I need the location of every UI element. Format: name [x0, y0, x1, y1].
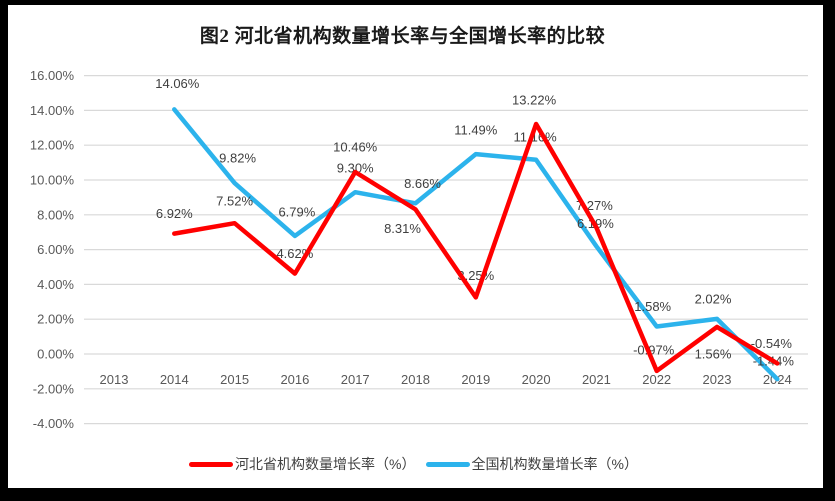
y-tick-label: -4.00% [33, 416, 75, 431]
x-tick-label: 2019 [461, 372, 490, 387]
gridlines [84, 74, 808, 425]
line-chart: 16.00% 14.00% 12.00% 10.00% 8.00% 6.00% 4.00% 2… [30, 68, 808, 431]
y-tick-label: -2.00% [33, 381, 75, 396]
data-label: 9.82% [219, 151, 256, 166]
y-tick-label: 10.00% [30, 173, 75, 188]
x-tick-label: 2022 [642, 372, 671, 387]
x-tick-label: 2018 [401, 372, 430, 387]
data-label: 14.06% [155, 76, 200, 91]
x-tick-label: 2017 [341, 372, 370, 387]
legend-item-national: 全国机构数量增长率（%） [425, 454, 638, 474]
data-label: -0.54% [751, 336, 793, 351]
x-axis-labels: 2013 2014 2015 2016 2017 2018 2019 2020 2021 2022… [100, 372, 792, 387]
data-label: 13.22% [512, 93, 557, 108]
data-label: 1.56% [695, 346, 732, 361]
x-tick-label: 2014 [160, 372, 189, 387]
x-tick-label: 2013 [100, 372, 129, 387]
data-label: 7.52% [216, 194, 253, 209]
x-tick-label: 2016 [280, 372, 309, 387]
series-line-national [172, 107, 780, 382]
data-labels: 6.92%7.52%4.62%10.46%8.31%3.25%13.22%7.2… [155, 76, 794, 369]
legend-item-hebei: 河北省机构数量增长率（%） [189, 454, 416, 474]
chart-title: 图2 河北省机构数量增长率与全国增长率的比较 [199, 26, 606, 47]
data-label: 8.31% [384, 221, 421, 236]
chart-canvas: 图2 河北省机构数量增长率与全国增长率的比较 16.00% 14.00% 12.00… [8, 5, 823, 488]
data-label: 6.92% [156, 206, 193, 221]
y-tick-label: 2.00% [37, 312, 74, 327]
y-tick-label: 0.00% [37, 347, 74, 362]
y-tick-label: 16.00% [30, 68, 75, 83]
legend-label-national: 全国机构数量增长率（%） [471, 456, 638, 472]
legend-label-hebei: 河北省机构数量增长率（%） [235, 456, 416, 472]
y-tick-label: 4.00% [37, 277, 74, 292]
x-tick-label: 2020 [522, 372, 551, 387]
data-label: 8.66% [404, 176, 441, 191]
data-label: 9.30% [337, 161, 374, 176]
y-tick-label: 8.00% [37, 207, 74, 222]
series-line-hebei [172, 121, 780, 374]
data-label: 11.49% [454, 123, 498, 138]
data-label: 10.46% [333, 140, 378, 155]
y-tick-label: 12.00% [30, 138, 75, 153]
data-label: 1.58% [634, 299, 671, 314]
data-label: 6.79% [278, 204, 315, 219]
x-tick-label: 2021 [582, 372, 611, 387]
y-tick-label: 14.00% [30, 103, 75, 118]
legend: 河北省机构数量增长率（%） 全国机构数量增长率（%） [8, 454, 835, 474]
legend-swatch-national [425, 461, 470, 467]
y-tick-label: 6.00% [37, 242, 74, 257]
x-tick-label: 2015 [220, 372, 249, 387]
x-tick-label: 2023 [703, 372, 732, 387]
y-axis-labels: 16.00% 14.00% 12.00% 10.00% 8.00% 6.00% 4.00% 2… [30, 68, 75, 431]
data-label: -0.97% [633, 342, 675, 357]
legend-swatch-hebei [189, 461, 234, 467]
data-label: 2.02% [695, 291, 732, 306]
